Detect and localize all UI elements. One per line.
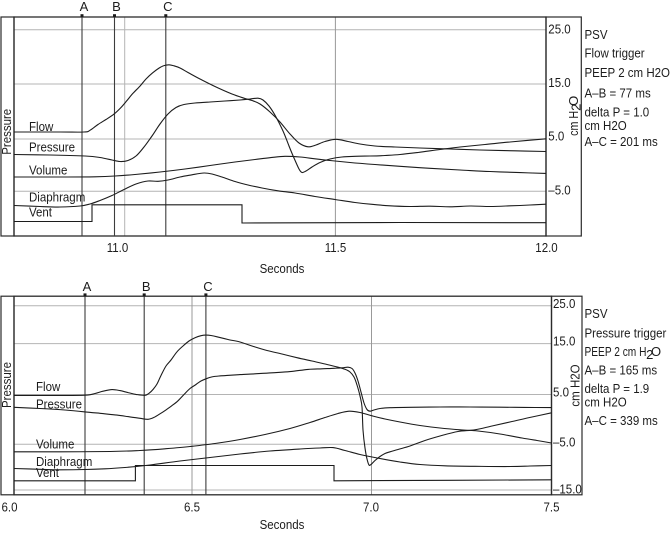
svg-text:Pressure trigger: Pressure trigger bbox=[585, 326, 667, 341]
svg-text:A–C = 339 ms: A–C = 339 ms bbox=[585, 413, 659, 428]
svg-text:2: 2 bbox=[646, 347, 653, 362]
svg-text:Volume: Volume bbox=[36, 437, 74, 452]
svg-text:PEEP 2 cm H: PEEP 2 cm H bbox=[585, 344, 647, 359]
svg-text:Flow: Flow bbox=[29, 119, 54, 134]
svg-text:6.5: 6.5 bbox=[184, 499, 200, 514]
svg-text:Pressure: Pressure bbox=[29, 140, 75, 155]
svg-text:11.0: 11.0 bbox=[107, 240, 129, 255]
svg-text:cm H: cm H bbox=[566, 111, 581, 136]
svg-text:Volume: Volume bbox=[29, 163, 67, 178]
svg-text:cm H2O: cm H2O bbox=[585, 118, 627, 133]
svg-text:Seconds: Seconds bbox=[260, 261, 305, 276]
svg-text:C: C bbox=[163, 0, 172, 14]
svg-text:25.0: 25.0 bbox=[553, 296, 575, 311]
svg-text:Pressure: Pressure bbox=[0, 362, 14, 408]
svg-text:15.0: 15.0 bbox=[548, 75, 570, 90]
svg-text:Seconds: Seconds bbox=[260, 517, 305, 532]
svg-text:Diaphragm: Diaphragm bbox=[29, 190, 85, 205]
svg-text:Flow trigger: Flow trigger bbox=[585, 46, 646, 61]
svg-text:B: B bbox=[142, 279, 151, 294]
svg-text:25.0: 25.0 bbox=[548, 21, 570, 36]
svg-text:PSV: PSV bbox=[585, 27, 608, 42]
svg-text:A–C = 201 ms: A–C = 201 ms bbox=[585, 134, 659, 149]
svg-text:11.5: 11.5 bbox=[325, 240, 347, 255]
svg-text:cm H2O: cm H2O bbox=[585, 395, 627, 410]
svg-text:O: O bbox=[651, 344, 661, 359]
svg-text:Diaphragm: Diaphragm bbox=[36, 454, 92, 469]
svg-text:12.0: 12.0 bbox=[535, 240, 557, 255]
svg-text:15.0: 15.0 bbox=[553, 334, 575, 349]
svg-text:7.5: 7.5 bbox=[544, 499, 560, 514]
svg-text:O: O bbox=[566, 96, 581, 106]
svg-text:A–B = 165 ms: A–B = 165 ms bbox=[585, 362, 658, 377]
svg-text:–5.0: –5.0 bbox=[548, 183, 570, 198]
svg-text:A: A bbox=[83, 279, 92, 294]
svg-text:Pressure: Pressure bbox=[0, 109, 14, 155]
svg-text:2: 2 bbox=[569, 104, 584, 111]
svg-text:B: B bbox=[112, 0, 121, 14]
svg-text:A–B = 77 ms: A–B = 77 ms bbox=[585, 85, 652, 100]
svg-text:delta P = 1.9: delta P = 1.9 bbox=[585, 381, 650, 396]
svg-text:Vent: Vent bbox=[36, 465, 59, 480]
svg-text:A: A bbox=[80, 0, 89, 14]
svg-text:5.0: 5.0 bbox=[548, 129, 564, 144]
svg-text:Pressure: Pressure bbox=[36, 397, 82, 412]
svg-text:Flow: Flow bbox=[36, 379, 61, 394]
svg-text:6.0: 6.0 bbox=[2, 499, 18, 514]
svg-text:5.0: 5.0 bbox=[553, 384, 569, 399]
svg-text:cm H2O: cm H2O bbox=[568, 364, 583, 406]
svg-text:delta P = 1.0: delta P = 1.0 bbox=[585, 105, 650, 120]
svg-text:PSV: PSV bbox=[585, 306, 608, 321]
svg-text:PEEP 2 cm H2O: PEEP 2 cm H2O bbox=[585, 65, 671, 80]
svg-text:C: C bbox=[203, 279, 212, 294]
svg-text:7.0: 7.0 bbox=[363, 499, 379, 514]
svg-text:–5.0: –5.0 bbox=[553, 435, 575, 450]
svg-text:–15.0: –15.0 bbox=[553, 481, 582, 496]
svg-text:Vent: Vent bbox=[29, 205, 52, 220]
